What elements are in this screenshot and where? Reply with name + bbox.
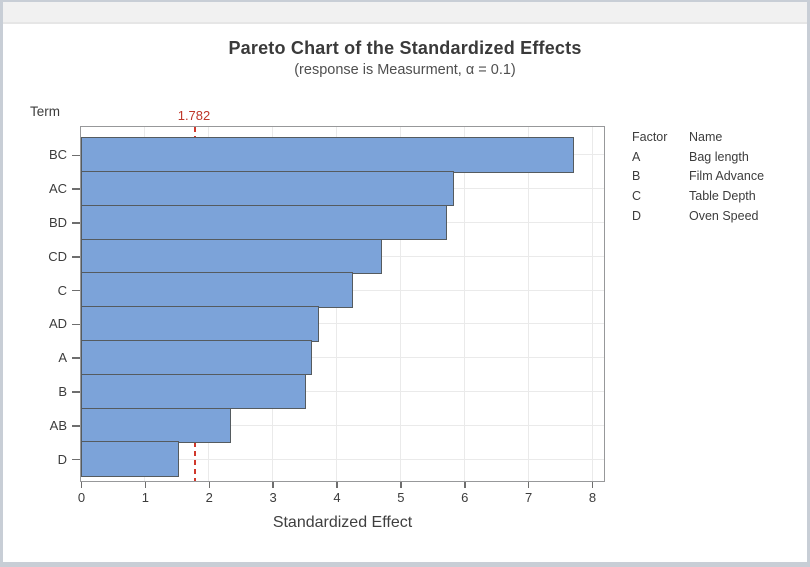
y-tick-cd xyxy=(72,256,80,258)
y-tick-label-a: A xyxy=(58,350,67,366)
gridline-y-ad xyxy=(81,323,604,325)
y-tick-label-ac: AC xyxy=(48,181,67,197)
bar-c xyxy=(81,272,353,308)
legend-name-d: Oven Speed xyxy=(689,208,759,223)
y-axis-title: Term xyxy=(30,104,60,119)
y-tick-label-b: B xyxy=(58,384,67,399)
chart-title: Pareto Chart of the Standardized Effects xyxy=(228,38,582,58)
x-tick-6 xyxy=(464,482,466,488)
x-tick-label-7: 7 xyxy=(525,490,533,505)
x-tick-1 xyxy=(144,482,147,488)
y-tick-ad xyxy=(72,323,80,326)
x-tick-7 xyxy=(527,482,530,488)
y-tick-b xyxy=(72,391,80,393)
legend-row-a: A Bag length xyxy=(632,148,764,168)
plot-frame xyxy=(80,126,605,482)
x-tick-label-2: 2 xyxy=(205,490,213,505)
y-tick-ab xyxy=(72,425,80,427)
x-tick-0 xyxy=(80,482,83,488)
x-tick-5 xyxy=(400,482,402,488)
gridline-x-8 xyxy=(591,127,593,481)
x-tick-4 xyxy=(336,482,338,488)
bar-bc xyxy=(81,137,575,173)
bar-b xyxy=(81,373,307,410)
legend-name-b: Film Advance xyxy=(689,169,765,184)
x-tick-2 xyxy=(208,482,210,488)
bar-ad xyxy=(81,306,319,342)
y-tick-label-d: D xyxy=(57,451,67,467)
x-tick-3 xyxy=(272,482,274,488)
legend-row-c: C Table Depth xyxy=(632,187,764,207)
gridline-y-a xyxy=(81,357,604,359)
x-tick-label-6: 6 xyxy=(461,490,469,505)
factor-legend: Factor Name A Bag length B Film Advance … xyxy=(632,128,764,227)
bar-ac xyxy=(81,171,455,207)
gridline-y-ab xyxy=(81,424,604,426)
legend-header-name: Name xyxy=(689,130,723,144)
reference-line-label: 1.782 xyxy=(177,108,211,123)
legend-header: Factor Name xyxy=(632,128,764,148)
legend-name-a: Bag length xyxy=(689,149,749,164)
legend-header-factor: Factor xyxy=(632,130,668,144)
x-axis-title: Standardized Effect xyxy=(272,514,413,531)
y-tick-label-bc: BC xyxy=(48,147,67,163)
legend-row-d: D Oven Speed xyxy=(632,207,764,227)
bar-a xyxy=(81,340,313,376)
y-tick-c xyxy=(72,289,80,292)
y-tick-ac xyxy=(72,188,80,190)
chart-area: Pareto Chart of the Standardized Effects… xyxy=(3,24,807,560)
bar-cd xyxy=(81,238,383,274)
x-tick-8 xyxy=(591,482,594,488)
y-tick-label-ad: AD xyxy=(48,316,67,332)
legend-factor-a: A xyxy=(632,149,641,164)
x-tick-label-8: 8 xyxy=(588,490,597,505)
gridline-x-5 xyxy=(399,127,401,481)
y-tick-a xyxy=(72,357,80,359)
legend-factor-b: B xyxy=(632,169,641,184)
legend-factor-c: C xyxy=(632,189,642,204)
y-tick-bd xyxy=(72,222,80,224)
legend-name-c: Table Depth xyxy=(689,189,756,204)
gridline-x-6 xyxy=(463,127,465,481)
x-tick-label-5: 5 xyxy=(397,490,405,505)
y-tick-d xyxy=(72,458,80,461)
y-tick-label-c: C xyxy=(57,282,67,298)
chart-subtitle: (response is Measurment, α = 0.1) xyxy=(294,62,516,78)
y-tick-label-ab: AB xyxy=(49,417,67,433)
x-tick-label-3: 3 xyxy=(269,490,277,505)
legend-row-b: B Film Advance xyxy=(632,167,764,187)
bar-d xyxy=(81,441,179,477)
x-tick-label-0: 0 xyxy=(77,490,86,505)
bar-bd xyxy=(81,204,447,241)
gridline-y-d xyxy=(81,458,604,460)
gridline-x-7 xyxy=(527,127,529,481)
x-tick-label-4: 4 xyxy=(333,490,341,505)
legend-factor-d: D xyxy=(632,208,642,223)
gridline-y-b xyxy=(81,391,604,392)
window-titlebar xyxy=(3,2,807,24)
y-tick-label-cd: CD xyxy=(48,248,67,264)
y-tick-label-bd: BD xyxy=(48,215,67,230)
y-tick-bc xyxy=(72,154,80,157)
bar-ab xyxy=(81,407,232,443)
x-tick-label-1: 1 xyxy=(141,490,149,505)
